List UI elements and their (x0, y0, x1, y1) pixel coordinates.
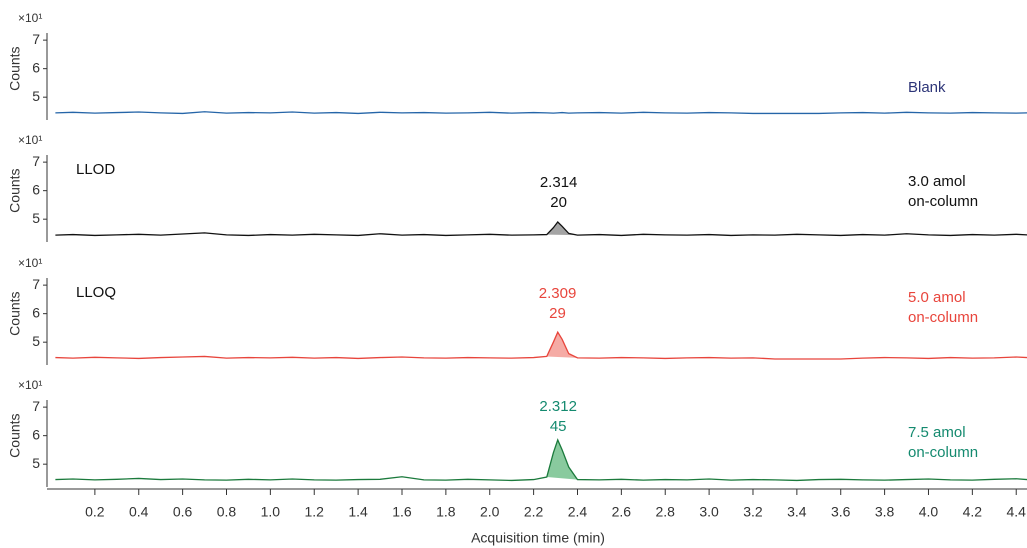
x-tick-label: 1.2 (305, 504, 325, 520)
x-tick-label: 2.4 (568, 504, 588, 520)
x-tick-label: 0.8 (217, 504, 237, 520)
x-tick-label: 2.6 (612, 504, 632, 520)
y-tick-label: 6 (32, 426, 40, 442)
trace-line (55, 221, 1027, 237)
x-tick-label: 3.8 (875, 504, 895, 520)
y-axis-label: Counts (7, 413, 23, 457)
x-tick-label: 0.6 (173, 504, 193, 520)
x-tick-label: 2.2 (524, 504, 544, 520)
x-tick-label: 4.0 (919, 504, 939, 520)
level-label: LLOQ (76, 284, 116, 301)
y-multiplier: ×10¹ (18, 378, 42, 392)
y-axis-label: Counts (7, 46, 23, 90)
peak-area (546, 332, 578, 358)
trace-line (55, 330, 1027, 360)
y-tick-label: 6 (32, 181, 40, 197)
x-tick-label: 3.0 (699, 504, 719, 520)
sample-label: 3.0 amol (908, 173, 966, 190)
y-tick-label: 6 (32, 59, 40, 75)
peak-rt-label: 2.314 (540, 174, 578, 191)
sample-label: 7.5 amol (908, 424, 966, 441)
y-tick-label: 7 (32, 153, 40, 169)
sample-label: on-column (908, 309, 978, 326)
y-multiplier: ×10¹ (18, 256, 42, 270)
x-tick-label: 1.4 (348, 504, 368, 520)
peak-sn-label: 45 (550, 418, 567, 435)
level-label: LLOD (76, 161, 115, 178)
peak-area (546, 222, 578, 236)
y-tick-label: 7 (32, 31, 40, 47)
x-tick-label: 0.2 (85, 504, 105, 520)
peak-sn-label: 20 (550, 194, 567, 211)
x-tick-label: 2.0 (480, 504, 500, 520)
x-tick-label: 3.6 (831, 504, 851, 520)
y-tick-label: 6 (32, 304, 40, 320)
x-tick-label: 1.0 (261, 504, 281, 520)
y-tick-label: 5 (32, 88, 40, 104)
sample-label: on-column (908, 444, 978, 461)
sample-label: on-column (908, 193, 978, 210)
y-tick-label: 5 (32, 333, 40, 349)
trace-line (55, 438, 1027, 482)
y-multiplier: ×10¹ (18, 11, 42, 25)
x-tick-label: 4.2 (963, 504, 983, 520)
x-tick-label: 3.4 (787, 504, 807, 520)
peak-rt-label: 2.312 (539, 398, 577, 415)
x-tick-label: 0.4 (129, 504, 149, 520)
y-multiplier: ×10¹ (18, 133, 42, 147)
peak-rt-label: 2.309 (539, 285, 577, 302)
x-axis-label: Acquisition time (min) (471, 530, 605, 546)
peak-sn-label: 29 (549, 305, 566, 322)
y-tick-label: 5 (32, 455, 40, 471)
y-axis-label: Counts (7, 168, 23, 212)
sample-label: 5.0 amol (908, 289, 966, 306)
y-axis-label: Counts (7, 291, 23, 335)
y-tick-label: 7 (32, 276, 40, 292)
x-tick-label: 2.8 (655, 504, 675, 520)
x-tick-label: 3.2 (743, 504, 763, 520)
y-tick-label: 5 (32, 210, 40, 226)
x-tick-label: 1.8 (436, 504, 456, 520)
sample-label: Blank (908, 79, 946, 96)
trace-line (55, 111, 1027, 115)
x-tick-label: 1.6 (392, 504, 412, 520)
y-tick-label: 7 (32, 398, 40, 414)
x-tick-label: 4.4 (1006, 504, 1026, 520)
